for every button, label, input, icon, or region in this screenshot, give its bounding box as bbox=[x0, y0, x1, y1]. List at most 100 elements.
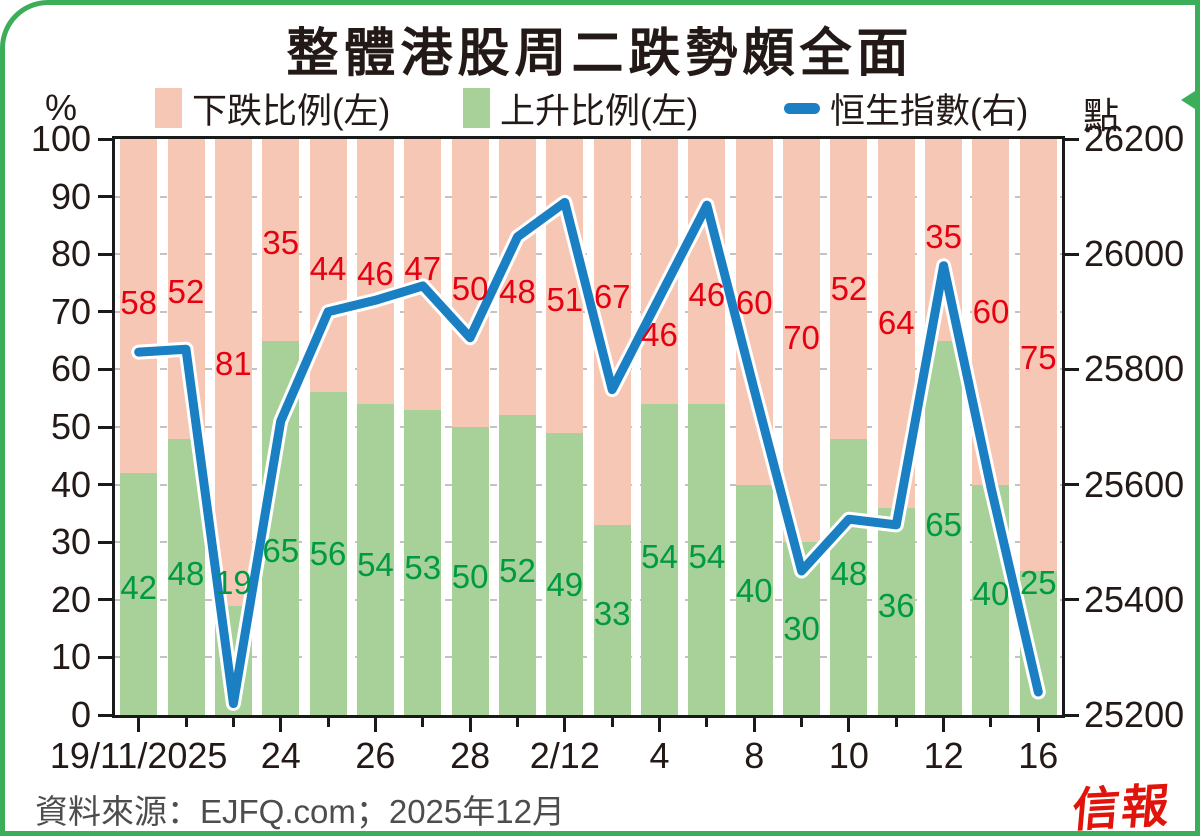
bar-down-label: 52 bbox=[830, 269, 868, 307]
x-tick-label: 2/12 bbox=[529, 735, 600, 776]
bar-down-label: 60 bbox=[972, 292, 1010, 330]
gridline-40 bbox=[115, 483, 1062, 486]
bar-up-segment bbox=[120, 473, 158, 715]
x-major-tick bbox=[942, 718, 946, 732]
y-left-tick bbox=[98, 655, 113, 659]
bar-up-label: 48 bbox=[167, 554, 205, 592]
x-major-tick bbox=[468, 718, 472, 732]
y-left-tick-label: 40 bbox=[50, 463, 91, 505]
y-left-tick-label: 50 bbox=[50, 406, 91, 447]
legend-bar-swatch-icon bbox=[463, 88, 490, 128]
bar-up-segment bbox=[925, 340, 963, 715]
bar-down-label: 58 bbox=[120, 284, 158, 322]
bar-down-label: 35 bbox=[925, 217, 962, 255]
y-right-tick bbox=[1064, 252, 1079, 256]
y-left-tick-label: 90 bbox=[50, 175, 91, 217]
x-tick-label: 24 bbox=[260, 735, 301, 776]
x-tick-label: 10 bbox=[828, 735, 869, 776]
y-left-tick bbox=[98, 195, 113, 199]
y-left-tick-label: 20 bbox=[50, 578, 91, 620]
bar-up-label: 49 bbox=[546, 566, 584, 604]
bar-up-label: 36 bbox=[877, 586, 915, 624]
x-major-tick bbox=[137, 718, 141, 732]
gridline-60 bbox=[115, 368, 1062, 371]
plot-area: 58 42 52 48 81 19 35 65 44 56 46 54 47 53 50 50 48 52 51 49… bbox=[115, 139, 1062, 715]
gridline-30 bbox=[115, 541, 1062, 544]
left-axis-unit: % bbox=[45, 87, 78, 128]
bar-down-segment bbox=[1019, 139, 1057, 571]
x-tick-label: 16 bbox=[1018, 735, 1059, 776]
x-tick-label: 19/11/2025 bbox=[49, 735, 228, 776]
y-right-tick bbox=[1064, 367, 1079, 371]
bar-down-segment bbox=[546, 139, 584, 433]
bar-up-label: 40 bbox=[972, 575, 1010, 613]
y-left-tick-label: 0 bbox=[70, 694, 91, 735]
gridline-10 bbox=[115, 656, 1062, 659]
bar-up-label: 56 bbox=[309, 534, 347, 572]
bar-down-segment bbox=[356, 139, 394, 404]
bar-down-segment bbox=[120, 139, 158, 474]
x-major-tick bbox=[279, 718, 283, 732]
gridline-20 bbox=[115, 598, 1062, 601]
y-left-tick bbox=[98, 310, 113, 314]
legend-label: 恒生指數(右) bbox=[830, 91, 1029, 131]
hsi-line-stroke bbox=[134, 197, 1043, 708]
bar-up-segment bbox=[451, 427, 489, 715]
bar-down-label: 64 bbox=[877, 304, 915, 342]
x-minor-tick bbox=[610, 718, 614, 727]
y-left-tick bbox=[98, 367, 113, 371]
legend-label: 下跌比例(左) bbox=[192, 91, 391, 131]
bar-up-label: 48 bbox=[830, 554, 868, 592]
bar-up-label: 19 bbox=[215, 563, 252, 601]
legend-line-swatch-icon bbox=[784, 102, 820, 114]
x-major-tick bbox=[847, 718, 851, 732]
y-right-tick-label: 25600 bbox=[1084, 463, 1185, 505]
bar-up-label: 53 bbox=[404, 549, 442, 587]
bar-up-label: 54 bbox=[688, 537, 726, 575]
bar-up-segment bbox=[877, 507, 915, 715]
legend: % 點 下跌比例(左) 上升比例(左) 恒生指數(右) bbox=[5, 85, 1195, 136]
bar-up-segment bbox=[404, 409, 442, 715]
y-right-tick bbox=[1064, 598, 1079, 602]
legend-bar-swatch-icon bbox=[155, 88, 182, 128]
bar-down-segment bbox=[783, 139, 821, 543]
y-right-tick-label: 26200 bbox=[1084, 118, 1185, 159]
right-axis-unit: 點 bbox=[1083, 95, 1120, 136]
x-tick-label: 26 bbox=[355, 735, 396, 776]
x-tick-label: 8 bbox=[744, 735, 765, 776]
bar-down-label: 46 bbox=[688, 275, 726, 313]
bar-up-label: 40 bbox=[735, 572, 773, 610]
y-right-tick bbox=[1064, 713, 1079, 717]
bar-up-label: 42 bbox=[120, 569, 158, 607]
publisher-logo: 信報 bbox=[1070, 778, 1174, 836]
y-left-tick bbox=[98, 598, 113, 602]
gridline-80 bbox=[115, 253, 1062, 256]
bar-down-label: 51 bbox=[546, 281, 584, 319]
bar-down-label: 46 bbox=[357, 255, 394, 293]
bar-up-label: 65 bbox=[925, 505, 962, 543]
x-minor-tick bbox=[231, 718, 235, 727]
y-left-tick bbox=[98, 540, 113, 544]
bar-down-segment bbox=[214, 139, 252, 606]
bar-up-segment bbox=[593, 524, 631, 715]
x-major-tick bbox=[1036, 718, 1040, 732]
y-left-tick-label: 60 bbox=[50, 348, 91, 390]
border-arrow-icon bbox=[1181, 91, 1195, 109]
gridline-90 bbox=[115, 195, 1062, 198]
y-left-tick bbox=[98, 137, 113, 141]
x-major-tick bbox=[658, 718, 662, 732]
source-note: 資料來源：EJFQ.com；2025年12月 bbox=[35, 793, 565, 830]
legend-item-3: 恒生指數(右) bbox=[784, 85, 1028, 131]
bar-down-label: 47 bbox=[404, 249, 442, 287]
x-minor-tick bbox=[894, 718, 898, 727]
bar-up-label: 54 bbox=[357, 546, 394, 584]
bar-down-label: 44 bbox=[309, 249, 347, 287]
y-left-tick bbox=[98, 483, 113, 487]
bar-down-segment bbox=[451, 139, 489, 427]
legend-label: 上升比例(左) bbox=[500, 91, 699, 131]
x-minor-tick bbox=[184, 718, 188, 727]
bar-down-label: 81 bbox=[215, 344, 252, 382]
y-left-tick-label: 70 bbox=[50, 290, 91, 332]
bar-up-segment bbox=[641, 403, 679, 715]
